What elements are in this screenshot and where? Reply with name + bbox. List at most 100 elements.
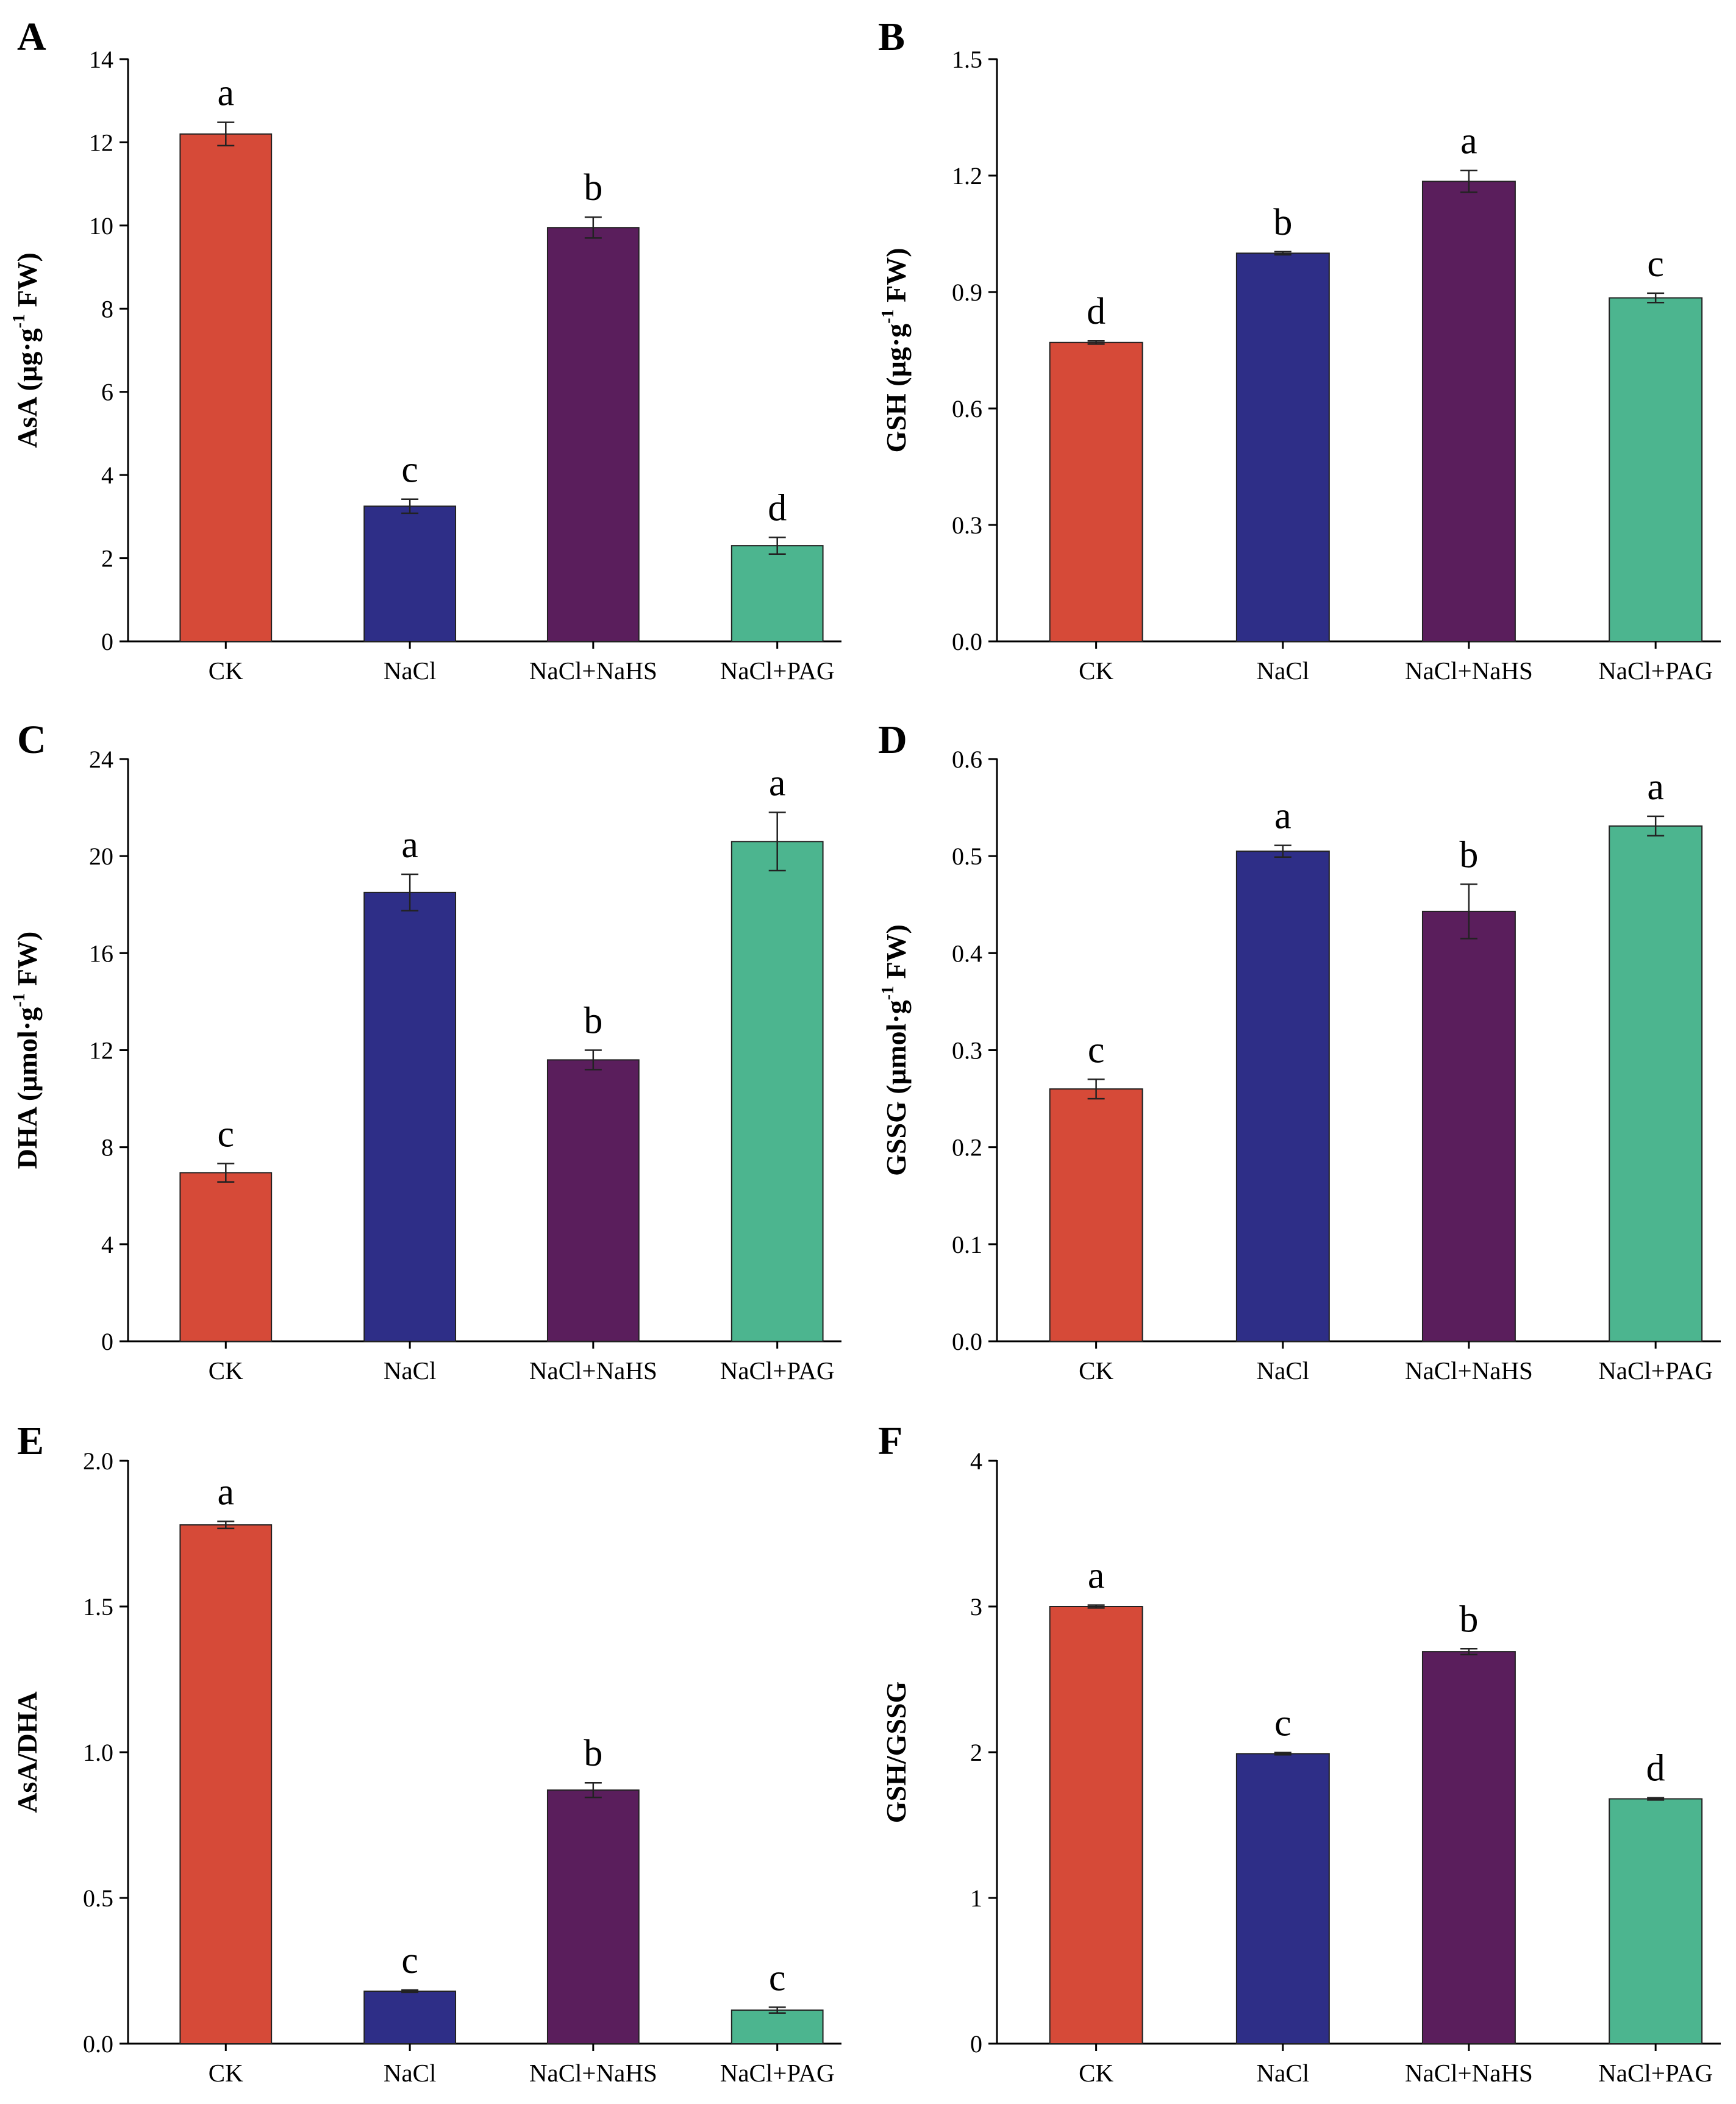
- significance-letter: c: [769, 1957, 786, 1999]
- y-tick-label: 0.0: [952, 628, 982, 655]
- x-tick-label: CK: [1079, 657, 1113, 685]
- x-tick-label: NaCl: [384, 1357, 437, 1385]
- x-tick-label: NaCl: [384, 2059, 437, 2087]
- bar-nacl-nahs: [1421, 910, 1516, 1343]
- significance-letter: c: [1088, 1029, 1105, 1071]
- panel-letter: F: [878, 1419, 902, 1463]
- bar-ck: [1049, 1606, 1143, 2044]
- y-axis-label-unit: FW): [12, 252, 43, 314]
- panel-E: E 0.0 0.5 1.0 1.5 2.0 AsA/DHA a CK c NaCl b NaCl+NaH…: [12, 1419, 841, 2087]
- y-tick-label: 0: [970, 2030, 982, 2058]
- y-axis-label-unit: FW): [881, 248, 912, 309]
- y-axis-label: GSH/GSSG: [881, 1681, 912, 1824]
- significance-letter: b: [1459, 1599, 1478, 1640]
- x-tick-label: NaCl: [384, 657, 437, 685]
- y-tick-label: 0: [101, 628, 113, 655]
- bar-nacl-pag: [730, 2009, 824, 2045]
- significance-letter: c: [401, 449, 418, 491]
- significance-letter: a: [769, 763, 786, 804]
- y-tick-label: 10: [89, 212, 113, 240]
- significance-letter: a: [1460, 121, 1477, 162]
- bar-nacl: [1235, 1753, 1330, 2044]
- significance-letter: d: [768, 487, 787, 529]
- y-axis-label: AsA/DHA: [12, 1691, 43, 1813]
- y-axis-label-superscript: -1: [10, 993, 29, 1007]
- significance-letter: a: [1088, 1555, 1105, 1597]
- x-tick-label: NaCl+PAG: [1598, 657, 1713, 685]
- significance-letter: a: [1274, 796, 1291, 837]
- x-tick-label: CK: [209, 1357, 243, 1385]
- panel-letter: A: [17, 15, 46, 59]
- significance-letter: d: [1646, 1748, 1665, 1789]
- bar-ck: [1049, 1088, 1143, 1342]
- bar-nacl-pag: [1609, 1798, 1703, 2044]
- y-axis-label-text: GSSG (µmol·g: [881, 1000, 912, 1176]
- y-axis-label-superscript: -1: [10, 314, 29, 328]
- panel-B: B 0.0 0.3 0.6 0.9 1.2 1.5 GSH (µg·g-1 FW) d CK b Na…: [878, 15, 1721, 685]
- bar-nacl: [1235, 851, 1330, 1343]
- x-tick-label: NaCl+PAG: [720, 1357, 835, 1385]
- panel-letter: C: [17, 718, 46, 762]
- significance-letter: d: [1087, 291, 1106, 332]
- y-tick-label: 0.6: [952, 395, 982, 423]
- y-axis-label: GSH (µg·g-1 FW): [879, 248, 912, 452]
- significance-letter: b: [1273, 202, 1292, 243]
- panel-letter: E: [17, 1419, 44, 1463]
- y-axis-label-unit: FW): [12, 932, 43, 993]
- bar-nacl: [363, 505, 457, 643]
- panel-letter: B: [878, 15, 905, 59]
- significance-letter: b: [1459, 834, 1478, 875]
- y-tick-label: 0.0: [952, 1328, 982, 1355]
- y-tick-label: 4: [970, 1447, 982, 1475]
- y-axis-label-text: GSH/GSSG: [881, 1681, 912, 1824]
- y-tick-label: 8: [101, 1134, 113, 1161]
- x-tick-label: NaCl+PAG: [1598, 1357, 1713, 1385]
- y-tick-label: 1: [970, 1885, 982, 1912]
- panel-D: D 0.0 0.1 0.2 0.3 0.4 0.5 0.6 GSSG (µmol·g-1 FW)…: [878, 718, 1721, 1385]
- y-tick-label: 2: [101, 545, 113, 572]
- x-tick-label: NaCl+PAG: [1598, 2059, 1713, 2087]
- x-tick-label: NaCl: [1257, 2059, 1310, 2087]
- y-axis-label: AsA (µg·g-1 FW): [10, 252, 43, 448]
- bar-nacl-nahs: [1421, 1651, 1516, 2045]
- x-tick-label: CK: [209, 2059, 243, 2087]
- significance-letter: c: [218, 1113, 235, 1155]
- bar-ck: [179, 133, 273, 643]
- y-tick-label: 0.4: [952, 940, 982, 967]
- x-tick-label: NaCl+NaHS: [529, 657, 657, 685]
- y-tick-label: 0: [101, 1328, 113, 1355]
- bar-nacl-nahs: [546, 227, 640, 642]
- significance-letter: c: [1274, 1702, 1291, 1744]
- bar-nacl-pag: [1609, 825, 1703, 1342]
- x-tick-label: NaCl+NaHS: [529, 2059, 657, 2087]
- y-tick-label: 24: [89, 746, 113, 773]
- y-tick-label: 4: [101, 1231, 113, 1258]
- y-axis-label-text: AsA/DHA: [12, 1691, 43, 1813]
- y-tick-label: 0.6: [952, 746, 982, 773]
- y-tick-label: 0.2: [952, 1134, 982, 1161]
- significance-letter: c: [1647, 243, 1664, 285]
- bar-nacl-pag: [730, 841, 824, 1342]
- bar-nacl: [363, 1990, 457, 2044]
- x-tick-label: NaCl+NaHS: [529, 1357, 657, 1385]
- y-axis-label: DHA (µmol·g-1 FW): [10, 932, 43, 1169]
- bar-ck: [179, 1524, 273, 2044]
- panel-C: C 0 4 8 12 16 20 24 DHA (µmol·g-1 FW) c CK a NaCl b Na…: [10, 718, 841, 1385]
- bar-nacl-nahs: [546, 1059, 640, 1342]
- x-tick-label: NaCl+NaHS: [1405, 1357, 1533, 1385]
- x-tick-label: NaCl: [1257, 1357, 1310, 1385]
- significance-letter: b: [584, 1000, 602, 1042]
- y-axis-label-text: DHA (µmol·g: [12, 1007, 43, 1169]
- bar-nacl-pag: [1609, 297, 1703, 642]
- bar-ck: [179, 1172, 273, 1342]
- bar-nacl: [363, 891, 457, 1342]
- y-axis-label: GSSG (µmol·g-1 FW): [879, 924, 912, 1176]
- x-tick-label: CK: [1079, 2059, 1113, 2087]
- y-tick-label: 14: [89, 46, 113, 73]
- significance-letter: b: [584, 167, 602, 209]
- y-axis-label-superscript: -1: [879, 986, 898, 1000]
- panel-letter: D: [878, 718, 907, 762]
- significance-letter: b: [584, 1733, 602, 1774]
- bar-nacl: [1235, 252, 1330, 643]
